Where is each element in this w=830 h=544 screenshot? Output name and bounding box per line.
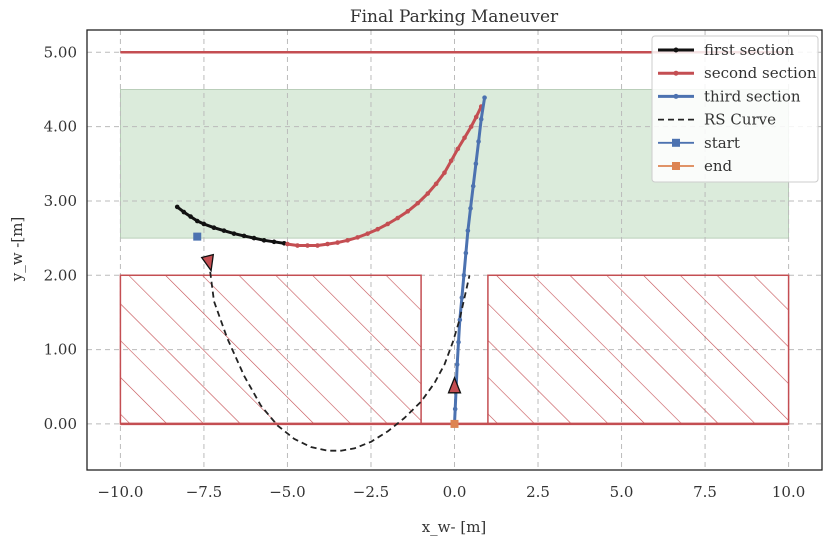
x-tick-label: 2.5 <box>526 483 550 501</box>
third-section-point <box>476 139 481 144</box>
y-tick-label: 0.00 <box>44 415 77 433</box>
first-section-point <box>231 231 237 236</box>
second-section-point <box>425 191 431 196</box>
second-section-point <box>295 243 300 248</box>
second-section-point <box>455 146 461 152</box>
third-section-line <box>453 97 487 424</box>
second-section-point <box>355 235 360 240</box>
first-section-point <box>201 221 207 227</box>
y-axis-label: y_w -[m] <box>8 217 26 283</box>
x-tick-label: 10.0 <box>772 483 805 501</box>
first-section-point <box>188 214 193 219</box>
first-section-point <box>221 228 227 233</box>
third-section-point <box>465 228 471 233</box>
second-section-point <box>448 158 454 164</box>
legend-first-section-label: first section <box>704 41 795 59</box>
first-section-point <box>194 218 200 224</box>
plot-frame <box>86 29 823 471</box>
x-tick-label: −10.0 <box>97 483 143 501</box>
x-tick-label: 7.5 <box>693 483 717 501</box>
third-section-point <box>478 116 484 122</box>
legend-end-label: end <box>704 157 733 175</box>
y-tick-label: 1.00 <box>44 341 77 359</box>
second-section-point <box>442 170 447 176</box>
second-section-point <box>325 241 330 247</box>
x-axis-label: x_w- [m] <box>422 518 487 536</box>
second-section-point <box>405 209 411 214</box>
second-section-point <box>345 238 350 243</box>
third-section-point <box>463 250 469 256</box>
second-section-point <box>375 226 380 232</box>
second-section-point <box>473 114 479 120</box>
chart-title: Final Parking Maneuver <box>350 7 559 27</box>
direction-arrow-1 <box>200 253 215 273</box>
first-section-point <box>261 238 267 243</box>
third-section-point <box>482 95 487 100</box>
x-tick-label: −5.0 <box>269 483 305 501</box>
legend-end-square <box>672 162 680 170</box>
direction-arrow-2 <box>447 376 462 394</box>
legend-third-section-dot <box>673 93 679 99</box>
x-tick-label: −7.5 <box>186 483 222 501</box>
obstacle-2 <box>487 274 790 425</box>
second-section-point <box>365 231 370 236</box>
end-marker <box>450 419 459 428</box>
second-section-point <box>315 243 320 248</box>
y-tick-label: 4.00 <box>44 118 77 136</box>
first-section-point <box>251 235 257 241</box>
third-section-point <box>459 295 465 300</box>
second-section-point <box>433 181 439 187</box>
third-section-point <box>470 183 476 189</box>
third-section-point <box>468 206 473 211</box>
third-section-point <box>456 339 461 345</box>
second-section-point <box>305 243 310 248</box>
legend-first-section-dot <box>673 47 679 53</box>
first-section-point <box>174 204 180 210</box>
third-section-point <box>457 317 463 323</box>
third-section-point <box>452 406 458 412</box>
x-tick-label: 5.0 <box>610 483 634 501</box>
first-section-point <box>271 239 277 245</box>
second-section-point <box>395 215 401 221</box>
y-tick-label: 5.00 <box>44 43 77 61</box>
second-section-point <box>462 135 467 141</box>
legend-second-section-dot <box>673 70 679 76</box>
legend-start-label: start <box>704 134 740 152</box>
obstacle-1 <box>119 274 422 425</box>
first-section-point <box>241 233 247 239</box>
second-section-point <box>385 221 390 227</box>
rs-curve-line <box>208 261 471 452</box>
start-marker <box>193 232 202 241</box>
legend-second-section-label: second section <box>704 64 817 82</box>
first-section-point <box>211 225 217 231</box>
x-tick-label: −2.5 <box>353 483 389 501</box>
third-section-point <box>461 272 467 278</box>
second-section-point <box>468 124 474 129</box>
third-section-point <box>454 362 460 367</box>
y-tick-label: 2.00 <box>44 266 77 284</box>
third-section-point <box>473 161 479 167</box>
legend-start-square <box>672 138 680 147</box>
first-section-point <box>181 209 187 215</box>
second-section-point <box>415 200 421 206</box>
second-section-point <box>335 240 340 245</box>
x-tick-label: 0.0 <box>443 483 467 501</box>
legend-third-section-label: third section <box>704 87 801 105</box>
y-tick-label: 3.00 <box>44 192 77 210</box>
second-section-point <box>285 241 290 247</box>
legend-rs-curve-label: RS Curve <box>704 111 776 129</box>
